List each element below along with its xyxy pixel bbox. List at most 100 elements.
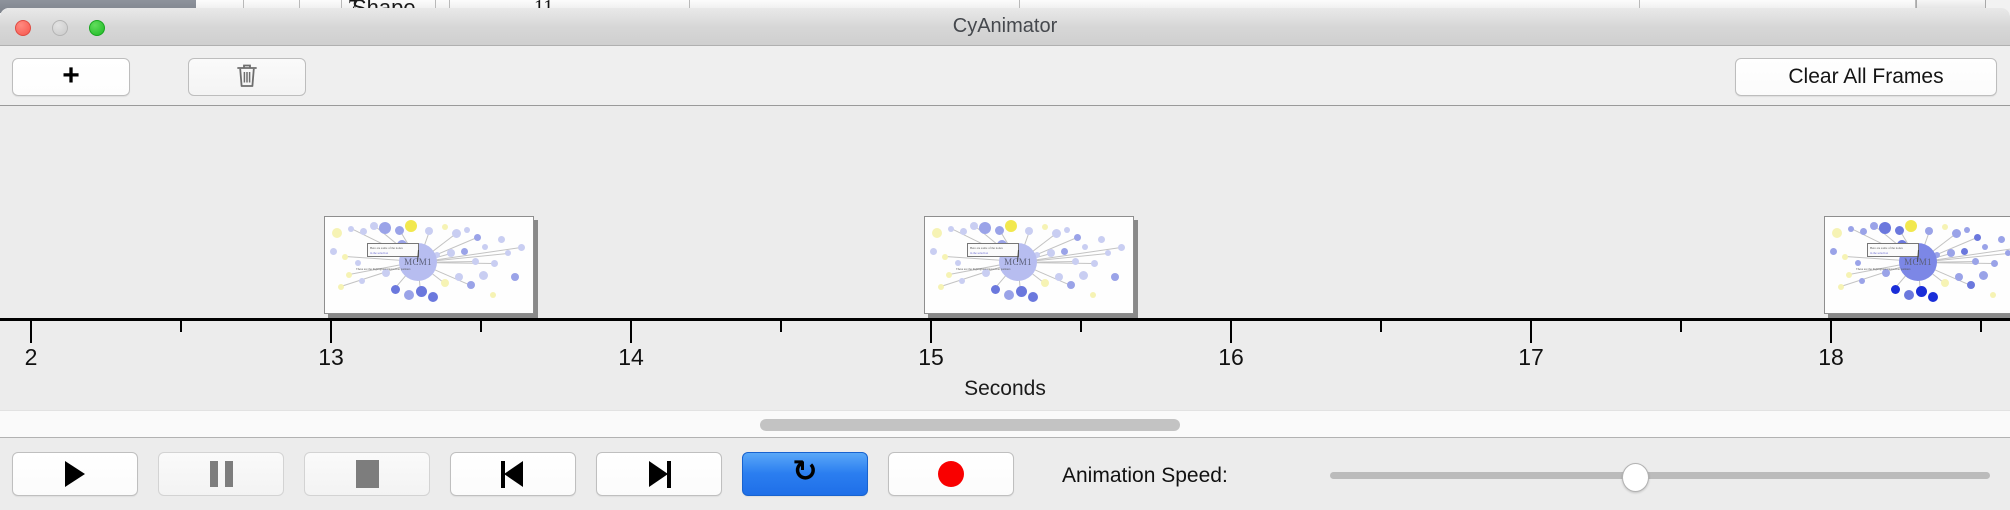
network-node: [938, 284, 944, 290]
network-annotation-box: Here are some of the nodes in the selecti…: [367, 243, 419, 257]
scrollbar-thumb[interactable]: [760, 419, 1180, 431]
network-node: [1082, 244, 1088, 250]
network-node: [451, 228, 461, 238]
close-button[interactable]: [15, 20, 31, 36]
ruler-tick-major: [1530, 321, 1532, 343]
frame-track[interactable]: MCM1 Here are some of the nodes in the sel…: [0, 106, 2010, 318]
title-bar: CyAnimator: [0, 8, 2010, 46]
network-node: [1073, 233, 1081, 241]
network-node: [1905, 220, 1917, 232]
network-node: [1890, 284, 1900, 294]
zoom-button[interactable]: [89, 20, 105, 36]
network-node: [982, 269, 990, 277]
network-node: [1947, 249, 1955, 257]
ruler-tick-label: 14: [618, 344, 644, 370]
ruler-tick-minor: [1980, 321, 1982, 332]
network-node: [1928, 292, 1938, 302]
network-node: [332, 228, 342, 238]
network-node: [359, 227, 367, 235]
ruler-tick-label: 16: [1218, 344, 1244, 370]
skip-to-start-button[interactable]: [450, 452, 576, 496]
network-node: [338, 284, 344, 290]
network-node: [1973, 233, 1981, 241]
network-node: [1105, 250, 1111, 256]
ruler-tick-minor: [1080, 321, 1082, 332]
network-node: [1942, 224, 1948, 230]
network-node: [482, 244, 488, 250]
network-node: [942, 254, 948, 260]
network-node: [428, 292, 438, 302]
ruler-tick-label: 2: [24, 344, 38, 370]
frame-thumbnail-3[interactable]: MCM1 Here are some of the nodes in the sel…: [1824, 216, 2010, 314]
pause-button[interactable]: [158, 452, 284, 496]
network-node: [1960, 247, 1968, 255]
network-node: [1015, 285, 1027, 297]
loop-button[interactable]: ↻: [742, 452, 868, 496]
network-node: [1990, 259, 1998, 267]
network-node: [1855, 260, 1861, 266]
network-node: [1005, 220, 1017, 232]
network-node: [455, 273, 463, 281]
slider-track: [1330, 472, 1990, 479]
transport-controls: ↻ Animation Speed:: [0, 438, 2010, 510]
network-node: [1915, 285, 1927, 297]
annotation-line: Here are some of the nodes: [970, 246, 1003, 250]
network-node: [1870, 222, 1878, 230]
frame-thumbnail-2[interactable]: MCM1 Here are some of the nodes in the sel…: [924, 216, 1134, 314]
ruler-tick-minor: [1380, 321, 1382, 332]
network-node: [1042, 224, 1048, 230]
network-node: [382, 269, 390, 277]
network-node: [1067, 281, 1075, 289]
network-node: [1034, 252, 1040, 258]
network-node: [425, 227, 433, 235]
network-node: [329, 247, 337, 255]
annotation-line: in the selection: [970, 251, 989, 255]
network-node: [1090, 292, 1096, 298]
network-node: [1978, 270, 1988, 280]
annotation-line: Here are some of the nodes: [370, 246, 403, 250]
network-node: [1941, 279, 1949, 287]
network-node: [1055, 273, 1063, 281]
network-node: [442, 224, 448, 230]
network-node: [447, 249, 455, 257]
play-button[interactable]: [12, 452, 138, 496]
skip-to-end-button[interactable]: [596, 452, 722, 496]
network-node: [404, 290, 414, 300]
clear-all-frames-button[interactable]: Clear All Frames: [1735, 58, 1997, 96]
cyanimator-window: CyAnimator + Clear All Frames MCM1 Here a…: [0, 8, 2010, 510]
network-node: [1064, 227, 1070, 233]
network-node: [342, 254, 348, 260]
network-node: [929, 247, 937, 255]
network-node: [1997, 235, 2005, 243]
network-node: [1882, 269, 1890, 277]
window-title: CyAnimator: [952, 15, 1058, 37]
record-button[interactable]: [888, 452, 1014, 496]
network-node: [959, 227, 967, 235]
minimize-button[interactable]: [52, 20, 68, 36]
delete-frame-button[interactable]: [188, 58, 306, 96]
annotation-line: Here are some of the nodes: [1870, 246, 1903, 250]
network-node: [1848, 226, 1854, 232]
ruler-tick-major: [30, 321, 32, 343]
network-node: [1117, 243, 1125, 251]
slider-thumb[interactable]: [1621, 463, 1649, 492]
ruler-tick-major: [1830, 321, 1832, 343]
horizontal-scrollbar[interactable]: [0, 410, 2010, 438]
network-node: [994, 225, 1004, 235]
frame-thumbnail-1[interactable]: MCM1 Here are some of the nodes in the sel…: [324, 216, 534, 314]
network-caption: These are the highlighted interaction pa…: [1856, 267, 1911, 271]
network-node: [1111, 273, 1119, 281]
loop-icon: ↻: [792, 454, 818, 489]
network-node: [990, 284, 1000, 294]
network-node: [346, 272, 352, 278]
add-frame-button[interactable]: +: [12, 58, 130, 96]
animation-speed-slider[interactable]: [1330, 463, 1990, 492]
network-node: [511, 273, 519, 281]
network-node: [464, 227, 470, 233]
stop-button[interactable]: [304, 452, 430, 496]
network-node: [970, 222, 978, 230]
timeline-ruler[interactable]: Seconds 2 13 14 15 16 17 18: [0, 318, 2010, 410]
network-node: [348, 226, 354, 232]
trash-icon: [235, 61, 259, 94]
network-node: [1904, 290, 1914, 300]
